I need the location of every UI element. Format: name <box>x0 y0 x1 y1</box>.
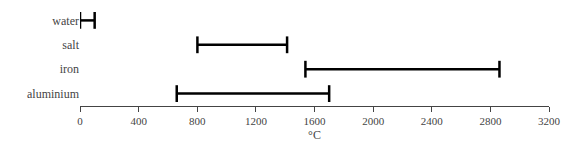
svg-text:1600: 1600 <box>304 115 327 127</box>
svg-text:3200: 3200 <box>538 115 561 127</box>
svg-text:2000: 2000 <box>362 115 385 127</box>
svg-text:0: 0 <box>77 115 83 127</box>
svg-text:800: 800 <box>189 115 206 127</box>
svg-text:salt: salt <box>62 38 79 52</box>
svg-text:aluminium: aluminium <box>27 87 80 101</box>
svg-text:2800: 2800 <box>479 115 502 127</box>
svg-text:2400: 2400 <box>421 115 444 127</box>
svg-text:°C: °C <box>308 128 321 142</box>
svg-text:400: 400 <box>130 115 147 127</box>
svg-text:1200: 1200 <box>245 115 268 127</box>
svg-text:iron: iron <box>60 62 79 76</box>
svg-text:water: water <box>52 14 79 28</box>
